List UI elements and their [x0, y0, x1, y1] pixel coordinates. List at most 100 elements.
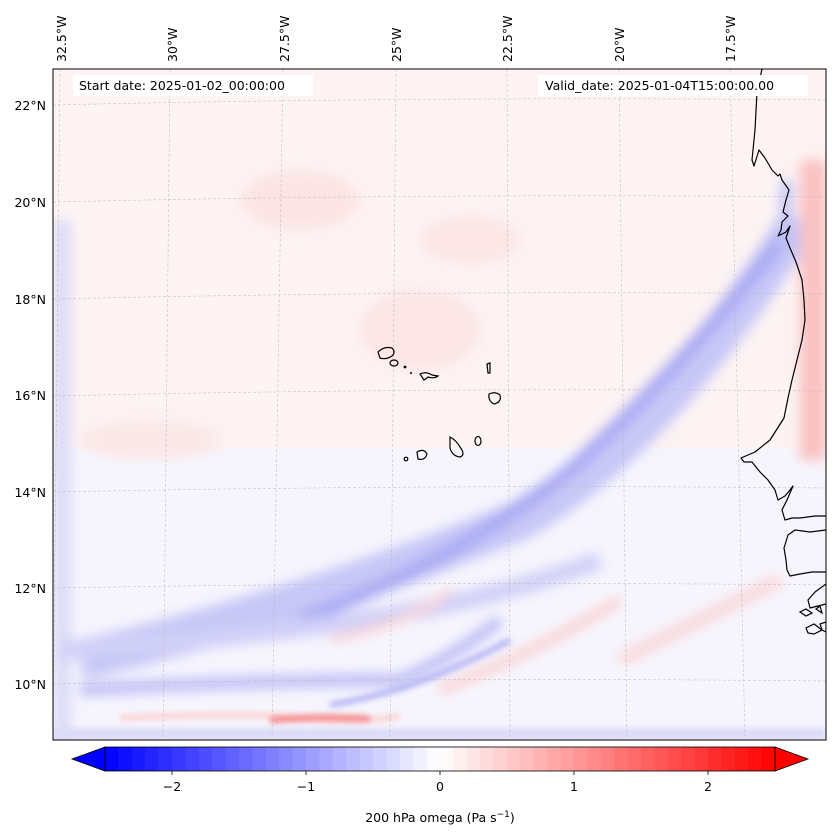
lon-label: 25°W — [389, 27, 404, 62]
colorbar-segment — [225, 747, 240, 771]
colorbar-segment — [212, 747, 227, 771]
island-bissagos-4 — [819, 621, 826, 633]
graticule — [53, 69, 826, 740]
meridian-20w — [618, 69, 628, 740]
valid-date-box — [538, 75, 808, 96]
colorbar-segment — [600, 747, 615, 771]
longitude-labels: 32.5°W 30°W 27.5°W 25°W 22.5°W 20°W 17.5… — [54, 16, 738, 62]
meridian-17-5w — [729, 69, 746, 740]
colorbar-segment — [332, 747, 347, 771]
lat-label: 16°N — [14, 388, 46, 403]
pos-patch — [420, 215, 520, 265]
colorbar-segment — [734, 747, 749, 771]
island-bissagos-2 — [814, 604, 824, 615]
pos-streak — [617, 574, 783, 666]
colorbar-segment — [493, 747, 508, 771]
valid-date-annotation: Valid_date: 2025-01-04T15:00:00.00 — [538, 75, 808, 96]
colorbar-segment — [306, 747, 320, 771]
colorbar-segment — [627, 747, 642, 771]
neg-band — [59, 551, 604, 659]
colorbar-segment — [574, 747, 588, 771]
meridian-27-5w — [271, 69, 284, 740]
colorbar-segment — [279, 747, 294, 771]
valid-date-text: Valid_date: 2025-01-04T15:00:00.00 — [545, 78, 774, 93]
lat-label: 14°N — [14, 485, 46, 500]
map-frame — [52, 68, 827, 741]
colorbar: −2 −1 0 1 2 200 hPa omega (Pa s−1) — [70, 746, 810, 825]
colorbar-extend-min — [70, 746, 106, 772]
colorbar-segment — [386, 747, 401, 771]
lat-label: 12°N — [14, 581, 46, 596]
pos-patch — [360, 290, 480, 370]
parallel-14n — [53, 486, 826, 493]
start-date-box — [73, 75, 313, 96]
colorbar-tick-label: −2 — [163, 779, 181, 794]
omega-field — [53, 69, 826, 740]
parallel-18n — [53, 292, 826, 300]
island-santo-antao — [377, 346, 395, 360]
colorbar-segment — [614, 747, 629, 771]
colorbar-segment — [480, 747, 495, 771]
pos-max — [269, 714, 371, 724]
start-date-annotation: Start date: 2025-01-02_00:00:00 — [73, 75, 313, 96]
island-sao-vicente — [389, 359, 399, 367]
colorbar-segment — [359, 747, 374, 771]
colorbar-segment — [708, 747, 722, 771]
colorbar-segment — [319, 747, 334, 771]
colorbar-segment — [265, 747, 280, 771]
colorbar-label: 200 hPa omega (Pa s−1) — [365, 810, 515, 825]
colorbar-segment — [145, 747, 160, 771]
island-sal — [486, 362, 491, 374]
neg-band-core — [297, 225, 796, 627]
colorbar-segment — [654, 747, 669, 771]
colorbar-segment — [105, 747, 119, 771]
island-bissagos-3 — [805, 623, 824, 635]
lon-label: 17.5°W — [723, 16, 738, 62]
neg-streak — [329, 637, 512, 708]
coastline-bissagos — [807, 583, 826, 609]
island-sao-nicolau — [419, 372, 440, 381]
pos-streak — [329, 587, 453, 644]
lat-label: 18°N — [14, 292, 46, 307]
neg-edge — [53, 220, 71, 740]
colorbar-segment — [560, 747, 575, 771]
latitude-labels: 22°N 20°N 18°N 16°N 14°N 12°N 10°N — [14, 98, 46, 692]
colorbar-segment — [587, 747, 602, 771]
coastline — [740, 69, 826, 521]
lon-label: 32.5°W — [54, 16, 69, 62]
pos-patch — [80, 420, 220, 460]
colorbar-tick-label: 2 — [704, 779, 712, 794]
lat-label: 20°N — [14, 195, 46, 210]
lon-label: 22.5°W — [500, 16, 515, 62]
colorbar-segment — [533, 747, 548, 771]
colorbar-segment — [118, 747, 133, 771]
neg-bottom — [53, 728, 826, 740]
lat-label: 22°N — [14, 98, 46, 113]
colorbar-segment — [641, 747, 655, 771]
colorbar-segment — [185, 747, 200, 771]
colorbar-segment — [158, 747, 173, 771]
lat-label: 10°N — [14, 677, 46, 692]
colorbar-segment — [547, 747, 562, 771]
colorbar-segment — [239, 747, 253, 771]
colorbar-segment — [440, 747, 454, 771]
cape-verde-islands — [377, 346, 501, 462]
meridian-32-5w — [53, 69, 61, 740]
neg-strip-east — [780, 180, 792, 260]
colorbar-extend-max — [774, 746, 810, 772]
colorbar-tick-label: 0 — [436, 779, 444, 794]
island-bissagos-1 — [798, 608, 814, 617]
island-boa-vista — [488, 392, 501, 405]
colorbar-ticks: −2 −1 0 1 2 — [163, 771, 712, 794]
island-maio — [474, 435, 482, 447]
parallel-16n — [53, 389, 826, 397]
colorbar-segment — [172, 747, 186, 771]
colorbar-segment — [198, 747, 213, 771]
meridian-22-5w — [506, 69, 511, 740]
colorbar-segment — [252, 747, 267, 771]
colorbar-segment — [346, 747, 361, 771]
lon-label: 27.5°W — [277, 16, 292, 62]
colorbar-segment — [520, 747, 535, 771]
coastline-gambia-guinea — [783, 529, 826, 577]
colorbar-segment — [453, 747, 468, 771]
